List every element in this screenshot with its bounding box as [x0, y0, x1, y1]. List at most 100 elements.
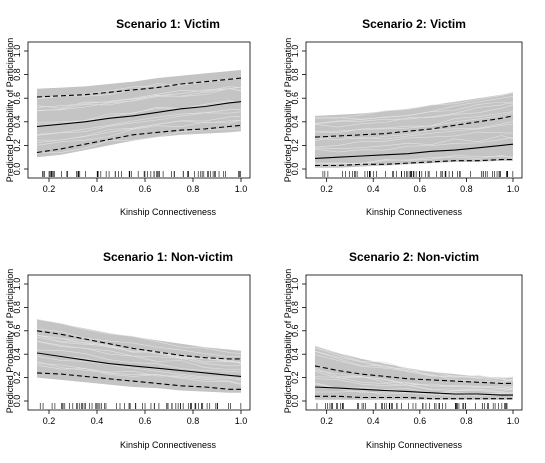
simulation-line	[36, 119, 242, 146]
y-tick-label: 0.2	[290, 139, 300, 152]
y-tick-label: 0.4	[12, 348, 22, 361]
simulation-line	[314, 121, 514, 142]
x-tick-label: 1.0	[235, 184, 248, 194]
simulation-line	[314, 368, 514, 390]
simulation-line	[314, 137, 514, 153]
x-tick-label: 0.2	[320, 184, 333, 194]
x-tick-label: 0.8	[460, 184, 473, 194]
x-axis-label: Kinship Connectiveness	[366, 207, 463, 217]
y-tick-label: 0.6	[12, 325, 22, 338]
y-tick-label: 0.0	[12, 163, 22, 176]
panel-scenario-1-victim: Scenario 1: Victim Predicted Probability…	[5, 17, 251, 217]
simulation-line	[36, 363, 242, 381]
simulation-line	[315, 92, 514, 119]
simulation-line	[314, 378, 514, 391]
simulation-line	[36, 334, 242, 364]
simulation-line	[314, 390, 514, 397]
y-tick-label: 1.0	[290, 45, 300, 58]
y-tick-label: 0.6	[290, 325, 300, 338]
upper-ci-line	[314, 115, 514, 138]
upper-ci-line	[36, 77, 242, 98]
plot-frame	[305, 41, 523, 179]
y-axis-label: Predicted Probability of Participation	[5, 269, 15, 414]
plot-frame	[305, 274, 523, 411]
x-tick-label: 0.4	[367, 184, 380, 194]
x-tick-label: 0.6	[414, 416, 427, 426]
mean-line	[36, 101, 242, 128]
panel-scenario-2-non-victim: Scenario 2: Non-victim Predicted Probabi…	[283, 250, 523, 450]
x-tick-label: 0.6	[139, 184, 152, 194]
y-tick-label: 0.4	[290, 348, 300, 361]
lower-ci-line	[36, 372, 241, 390]
simulation-line	[36, 86, 242, 108]
y-tick-label: 0.8	[12, 68, 22, 81]
mean-line	[314, 143, 514, 159]
panel-title: Scenario 2: Non-victim	[349, 250, 479, 264]
simulation-line	[36, 100, 242, 123]
y-tick-label: 0.4	[12, 116, 22, 129]
y-tick-label: 0.8	[290, 68, 300, 81]
x-tick-label: 0.4	[91, 416, 104, 426]
simulation-line	[36, 88, 242, 111]
simulation-line	[314, 111, 514, 132]
y-tick-label: 1.0	[290, 278, 300, 291]
simulation-line	[36, 116, 242, 141]
panel-title: Scenario 2: Victim	[362, 17, 466, 31]
y-axis-label: Predicted Probability of Participation	[283, 38, 293, 183]
y-tick-label: 0.2	[290, 371, 300, 384]
x-tick-label: 0.6	[139, 416, 152, 426]
simulation-band	[37, 69, 241, 158]
simulation-line	[36, 128, 242, 154]
simulation-line	[314, 354, 514, 383]
x-tick-label: 0.4	[367, 416, 380, 426]
y-tick-label: 0.0	[290, 395, 300, 408]
panel-scenario-1-non-victim: Scenario 1: Non-victim Predicted Probabi…	[5, 250, 251, 450]
y-tick-label: 0.8	[12, 301, 22, 314]
upper-ci-line	[314, 365, 513, 384]
y-tick-label: 0.6	[290, 92, 300, 105]
simulation-line	[314, 101, 514, 124]
y-tick-label: 1.0	[12, 45, 22, 58]
panel-scenario-2-victim: Scenario 2: Victim Predicted Probability…	[283, 17, 523, 217]
x-tick-label: 0.8	[187, 184, 200, 194]
simulation-line	[36, 88, 242, 112]
y-tick-label: 0.2	[12, 139, 22, 152]
lower-ci-line	[315, 395, 513, 400]
simulation-line	[36, 356, 242, 380]
x-tick-label: 1.0	[507, 416, 520, 426]
simulation-line	[314, 101, 514, 125]
x-axis-label: Kinship Connectiveness	[120, 440, 217, 450]
simulation-line	[314, 351, 514, 382]
simulation-line	[314, 123, 514, 140]
x-tick-label: 0.2	[43, 184, 56, 194]
simulation-line	[36, 109, 242, 135]
simulation-line	[314, 154, 514, 165]
x-tick-label: 0.2	[43, 416, 56, 426]
lower-ci-line	[315, 159, 513, 167]
x-tick-label: 0.6	[414, 184, 427, 194]
y-axis-label: Predicted Probability of Participation	[283, 269, 293, 414]
y-axis-label: Predicted Probability of Participation	[5, 38, 15, 183]
y-tick-label: 0.6	[12, 92, 22, 105]
simulation-line	[314, 131, 514, 148]
lower-ci-line	[36, 124, 242, 154]
plot-frame	[27, 41, 251, 179]
mean-line	[36, 352, 242, 377]
simulation-line	[36, 340, 242, 367]
panel-title: Scenario 1: Victim	[116, 17, 220, 31]
x-tick-label: 1.0	[235, 416, 248, 426]
simulation-line	[36, 319, 242, 354]
simulation-line	[36, 111, 242, 136]
x-axis-label: Kinship Connectiveness	[120, 207, 217, 217]
x-tick-label: 1.0	[507, 184, 520, 194]
y-tick-label: 0.2	[12, 371, 22, 384]
simulation-line	[36, 341, 242, 370]
simulation-line	[314, 370, 514, 389]
y-tick-label: 0.0	[12, 395, 22, 408]
upper-ci-line	[36, 330, 241, 360]
x-tick-label: 0.2	[320, 416, 333, 426]
simulation-line	[36, 101, 241, 125]
simulation-line	[36, 349, 242, 373]
y-tick-label: 0.0	[290, 163, 300, 176]
